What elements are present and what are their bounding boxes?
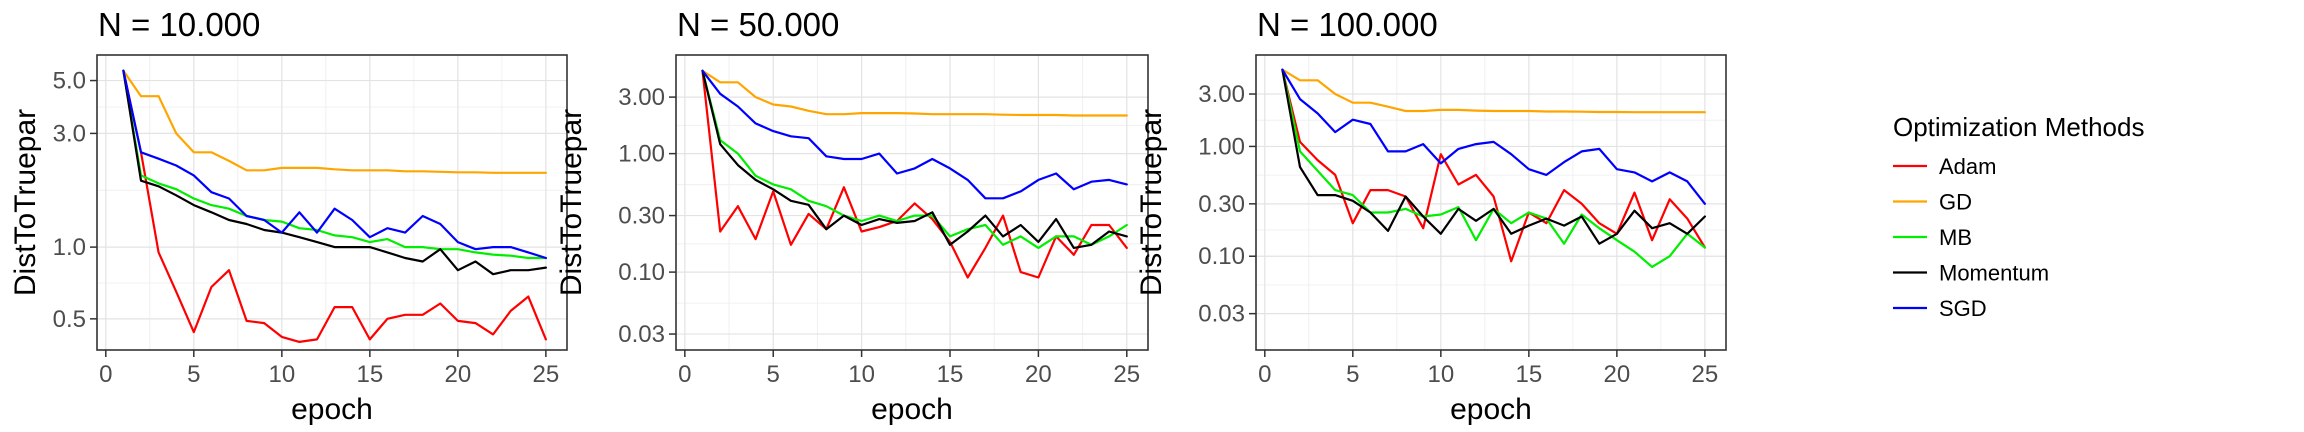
y-axis-label: DistToTruepar [555,109,588,296]
plot-border [1255,54,1727,351]
chart-panel-2: 0 5 10 15 20 25 0.03 0.10 0.30 1.00 3.00 N = 50.000… [555,6,1149,426]
y-tick-label: 0.5 [53,306,86,333]
y-tick-label: 0.03 [1198,301,1245,328]
y-tick-label: 1.00 [1198,133,1245,160]
x-tick-label: 15 [937,361,964,388]
chart-panel-3: 0 5 10 15 20 25 0.03 0.10 0.30 1.00 3.00 N = 100.00… [1135,6,1727,426]
x-axis-label: epoch [1450,393,1532,426]
legend: Optimization Methods Adam GD MB Momentum SGD [1893,112,2144,321]
series-line-mb [701,69,1128,249]
series-line-momentum [701,69,1128,249]
x-tick-label: 25 [533,361,560,388]
legend-item-sgd: SGD [1893,296,1987,321]
legend-item-adam: Adam [1893,154,1996,179]
legend-title: Optimization Methods [1893,112,2144,142]
legend-label: MB [1939,225,1972,250]
x-tick-label: 15 [1515,361,1542,388]
x-tick-label: 10 [268,361,295,388]
y-tick-label: 5.0 [53,68,86,95]
y-tick-label: 3.0 [53,120,86,147]
x-tick-label: 15 [356,361,383,388]
legend-item-momentum: Momentum [1893,261,2049,286]
legend-label: GD [1939,190,1972,215]
y-tick-label: 3.00 [618,84,665,111]
legend-label: Adam [1939,154,1996,179]
x-axis-label: epoch [291,393,373,426]
legend-label: Momentum [1939,261,2049,286]
x-tick-label: 5 [1346,361,1359,388]
x-tick-label: 0 [99,361,112,388]
series-line-sgd [701,69,1128,200]
panels: 0 5 10 15 20 25 0.5 1.0 3.0 5.0 N = 10.000 epoch Dis… [9,6,1727,426]
y-tick-label: 0.10 [1198,243,1245,270]
series-line-sgd [1281,68,1707,205]
chart-panel-1: 0 5 10 15 20 25 0.5 1.0 3.0 5.0 N = 10.000 epoch Dis… [9,6,568,426]
y-axis-label: DistToTruepar [1135,109,1168,296]
x-tick-label: 0 [678,361,691,388]
y-tick-label: 3.00 [1198,81,1245,108]
x-axis-label: epoch [871,393,953,426]
series-line-momentum [122,69,548,276]
x-tick-label: 20 [1604,361,1631,388]
chart-title: N = 100.000 [1257,6,1438,43]
legend-items: Adam GD MB Momentum SGD [1893,154,2049,321]
x-tick-label: 10 [1427,361,1454,388]
y-tick-label: 0.30 [618,203,665,230]
x-tick-label: 5 [187,361,200,388]
x-tick-label: 25 [1692,361,1719,388]
y-axis-label: DistToTruepar [9,109,42,296]
series-line-gd [1281,68,1707,114]
x-tick-label: 20 [1025,361,1052,388]
x-tick-label: 20 [445,361,472,388]
legend-item-gd: GD [1893,190,1972,215]
y-tick-label: 0.03 [618,321,665,348]
legend-label: SGD [1939,296,1987,321]
chart-title: N = 10.000 [98,6,260,43]
plot-border [96,54,568,351]
chart-title: N = 50.000 [677,6,839,43]
series-line-adam [122,69,548,343]
x-tick-label: 25 [1113,361,1140,388]
x-tick-label: 5 [767,361,780,388]
x-tick-label: 10 [848,361,875,388]
y-tick-label: 1.00 [618,141,665,168]
x-tick-label: 0 [1258,361,1271,388]
series-line-mb [122,69,548,260]
legend-item-mb: MB [1893,225,1972,250]
y-tick-label: 1.0 [53,234,86,261]
series-line-adam [1281,68,1707,263]
series-line-sgd [122,69,548,260]
series-line-gd [701,69,1128,117]
series-line-gd [122,69,548,174]
plot-border [675,54,1149,351]
series-line-momentum [1281,68,1707,245]
y-tick-label: 0.30 [1198,191,1245,218]
y-tick-label: 0.10 [618,259,665,286]
